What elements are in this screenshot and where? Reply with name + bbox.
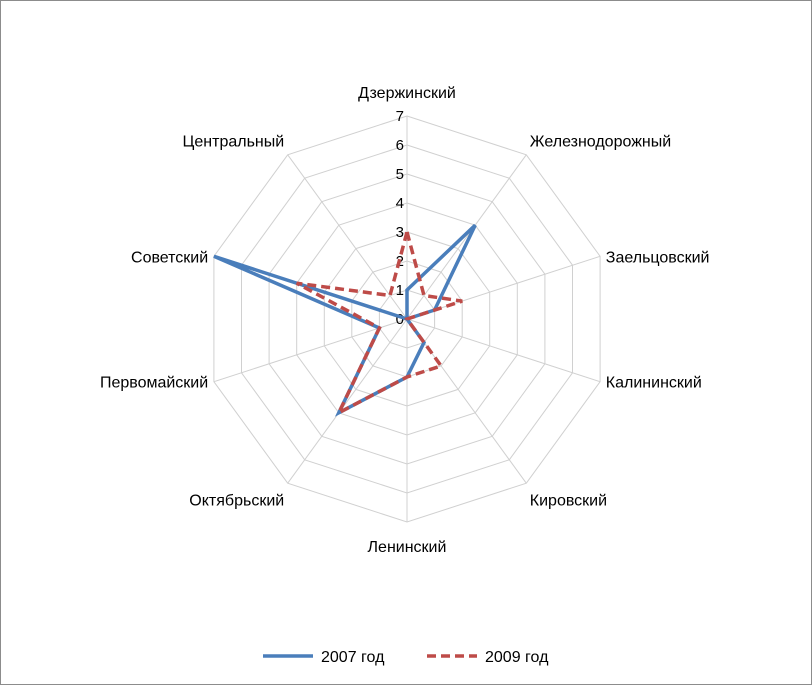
category-label: Советский <box>131 249 208 266</box>
legend-label: 2007 год <box>321 649 385 666</box>
tick-label: 4 <box>396 195 404 212</box>
radar-spoke <box>406 154 527 320</box>
radar-spoke <box>287 154 408 320</box>
category-label: Центральный <box>183 134 285 151</box>
category-label: Ленинский <box>368 539 447 556</box>
category-label: Калининский <box>606 375 702 392</box>
category-label: Октябрьский <box>189 493 284 510</box>
tick-label: 7 <box>396 108 404 125</box>
series-line <box>213 223 477 417</box>
category-labels: Дзержинский Железнодорожный Заельцовский Ка… <box>100 85 710 556</box>
tick-label: 3 <box>396 224 404 241</box>
tick-label: 1 <box>396 282 404 299</box>
category-label: Железнодорожный <box>530 134 671 151</box>
tick-label: 6 <box>396 137 404 154</box>
tick-label: 0 <box>396 311 404 328</box>
category-label: Дзержинский <box>358 85 456 102</box>
category-label: Первомайский <box>100 375 208 392</box>
category-label: Заельцовский <box>606 249 710 266</box>
legend: 2007 год 2009 год <box>263 649 549 666</box>
series-line <box>295 225 463 417</box>
legend-label: 2009 год <box>485 649 549 666</box>
tick-label: 5 <box>396 166 404 183</box>
radar-spoke <box>287 318 408 484</box>
radar-spoke <box>406 318 601 383</box>
series-layer <box>213 223 477 417</box>
category-label: Кировский <box>530 493 607 510</box>
radar-spoke <box>213 318 408 383</box>
